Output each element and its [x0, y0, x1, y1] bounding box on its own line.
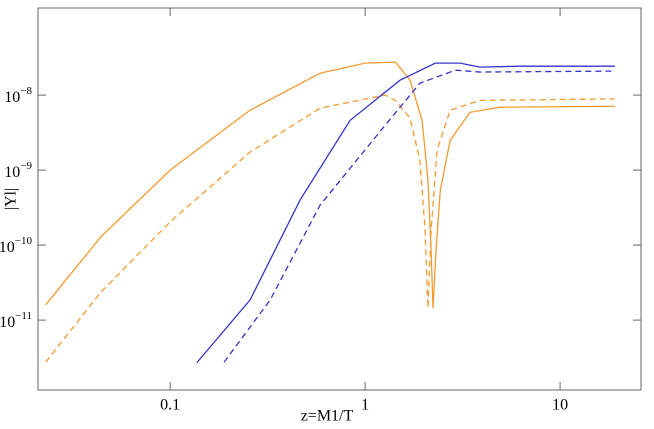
- x-tick-label: 1: [361, 397, 369, 414]
- plot-frame: [37, 7, 642, 391]
- series-line: [45, 61, 615, 309]
- y-axis-label: |Yl|: [3, 188, 20, 210]
- y-tick-label: 10−9: [4, 160, 32, 181]
- y-tick-exponent: −10: [15, 235, 33, 247]
- y-tick-base: 10: [0, 314, 15, 331]
- y-tick-exponent: −9: [20, 160, 32, 172]
- y-tick-label: 10−11: [0, 310, 32, 331]
- y-tick-base: 10: [4, 164, 20, 181]
- y-tick-base: 10: [0, 239, 15, 256]
- y-tick-base: 10: [4, 89, 20, 106]
- y-tick-label: 10−10: [0, 235, 32, 256]
- y-tick-label: 10−8: [4, 85, 32, 106]
- series-line: [196, 62, 615, 364]
- series-line: [223, 69, 615, 363]
- y-tick-exponent: −11: [15, 310, 32, 322]
- x-tick-label: 0.1: [160, 397, 180, 414]
- x-axis-label: z=M1/T: [301, 408, 354, 425]
- x-tick-label: 10: [552, 397, 568, 414]
- series-line: [45, 94, 615, 363]
- y-tick-exponent: −8: [20, 85, 32, 97]
